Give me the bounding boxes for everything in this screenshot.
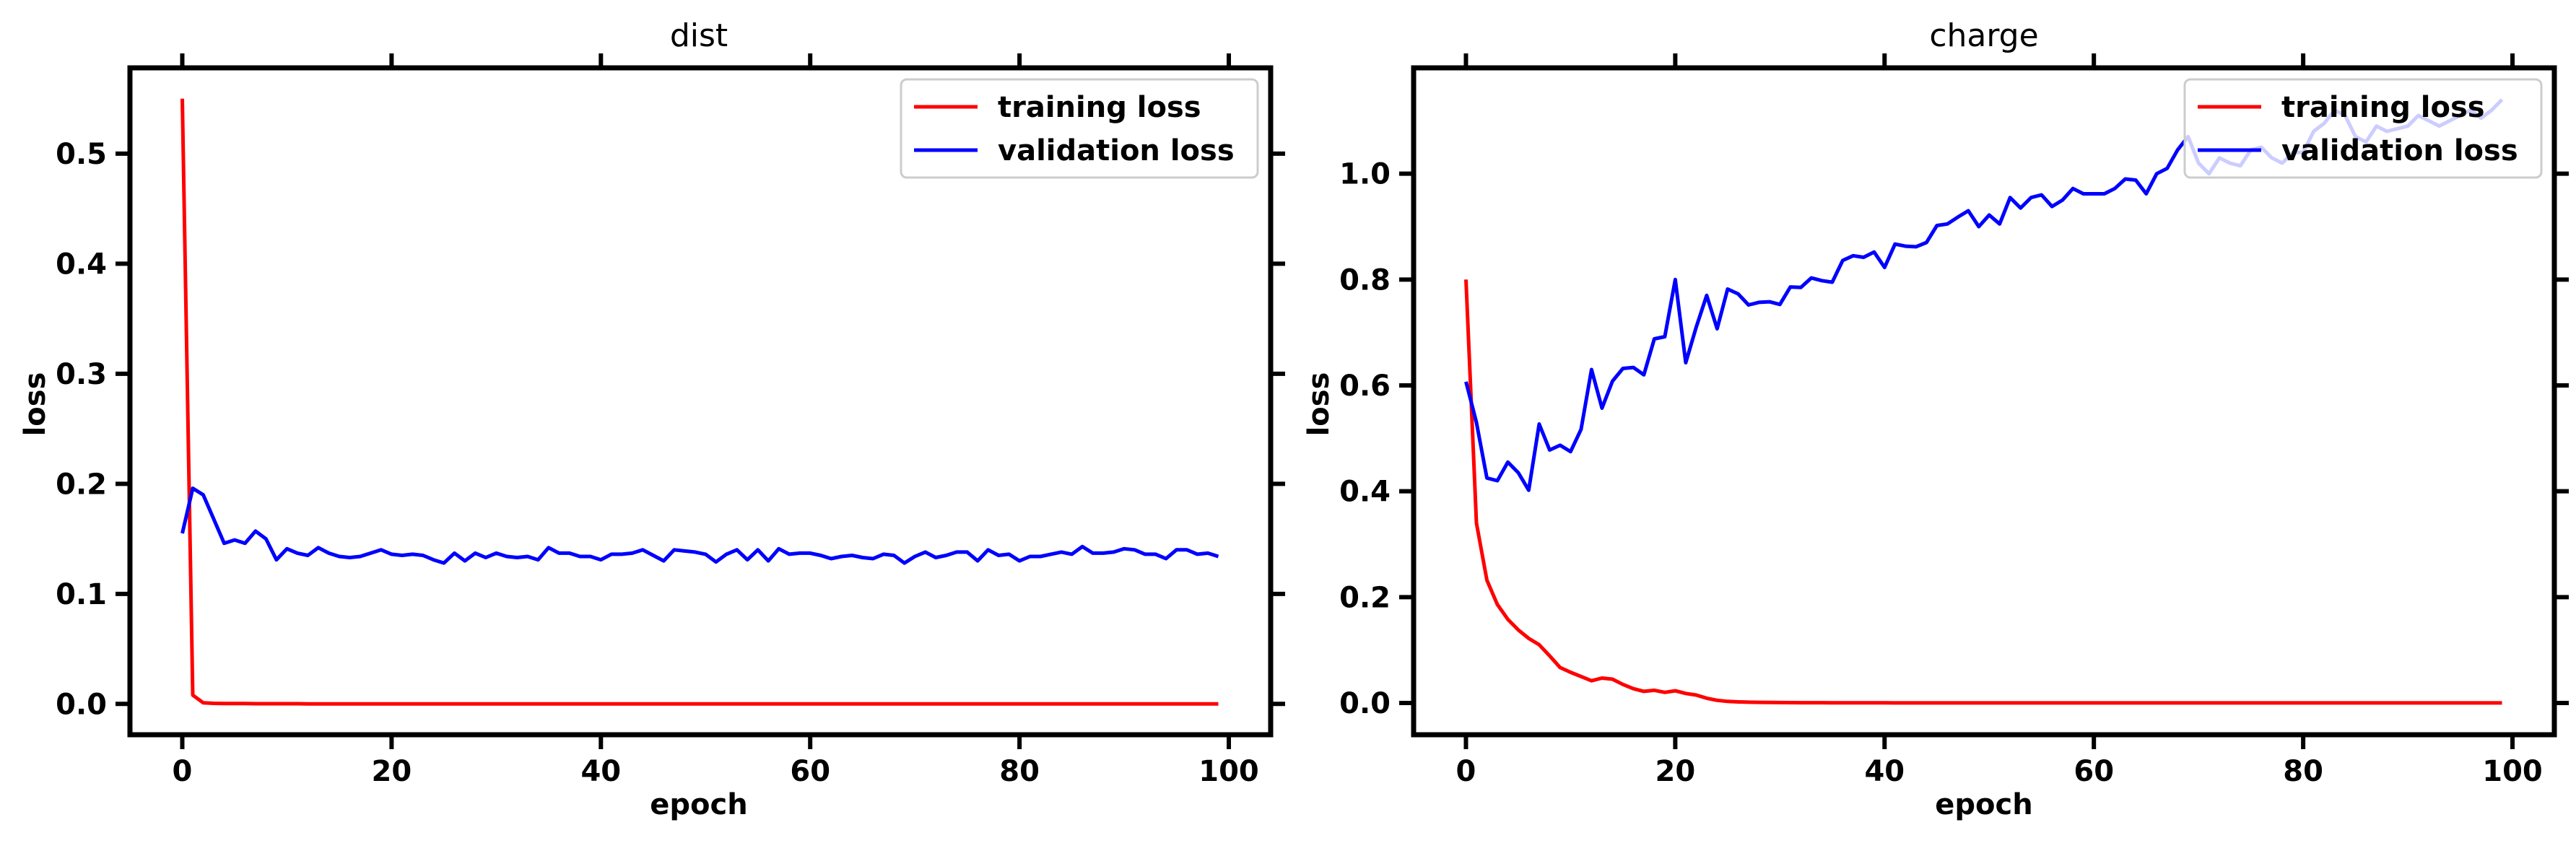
dist-legend-training-label: training loss bbox=[998, 91, 1201, 124]
charge-x-tick-label: 100 bbox=[2482, 755, 2543, 788]
dist-legend-validation-label: validation loss bbox=[998, 134, 1235, 167]
dist-legend: training loss validation loss bbox=[900, 78, 1259, 179]
dist-x-tick-label: 60 bbox=[790, 755, 830, 788]
dist-x-tick-label: 80 bbox=[999, 755, 1040, 788]
charge-x-tick-label: 40 bbox=[1864, 755, 1905, 788]
dist-legend-frame bbox=[900, 78, 1259, 179]
dist-y-tick-label: 0.1 bbox=[56, 578, 107, 611]
dist-y-tick-label: 0.5 bbox=[56, 138, 107, 171]
dist-y-tick-label: 0.0 bbox=[56, 688, 107, 721]
charge-x-tick-label: 20 bbox=[1655, 755, 1696, 788]
dist-x-tick-label: 0 bbox=[173, 755, 193, 788]
charge-legend-training-label: training loss bbox=[2281, 91, 2485, 124]
charge-y-tick-label: 0.4 bbox=[1339, 476, 1391, 509]
dist-x-tick-label: 100 bbox=[1198, 755, 1259, 788]
dist-y-tick-label: 0.4 bbox=[56, 248, 107, 281]
charge-chart-panel: charge epoch loss 0 20 40 60 80 1000.00.20.40… bbox=[1302, 17, 2569, 821]
charge-x-tick-label: 80 bbox=[2283, 755, 2323, 788]
dist-y-tick-label: 0.2 bbox=[56, 468, 107, 501]
charge-x-tick-label: 60 bbox=[2074, 755, 2114, 788]
dist-series-validation-line bbox=[180, 486, 1219, 565]
charge-axes-frame bbox=[1411, 65, 2557, 738]
charge-y-tick-label: 0.6 bbox=[1339, 370, 1391, 403]
dist-y-axis-label: loss bbox=[19, 372, 52, 437]
charge-y-tick-label: 1.0 bbox=[1339, 158, 1391, 191]
charge-y-tick-label: 0.2 bbox=[1339, 581, 1391, 614]
dist-plot-area: 0 20 40 60 80 100 0.0 0.1 0.2 0.3 0.4 0.5 bbox=[56, 53, 1285, 788]
charge-x-axis-label: epoch bbox=[1935, 788, 2032, 821]
dist-y-tick-label: 0.3 bbox=[56, 358, 107, 391]
charge-series-training-line bbox=[1464, 279, 2502, 705]
dist-x-tick-label: 40 bbox=[580, 755, 621, 788]
dist-x-tick-label: 20 bbox=[372, 755, 412, 788]
charge-legend-frame bbox=[2183, 78, 2543, 179]
charge-y-tick-label: 0.8 bbox=[1339, 263, 1391, 297]
dist-series-training-line bbox=[180, 98, 1219, 706]
charge-chart-title: charge bbox=[1929, 17, 2038, 54]
dist-x-axis-label: epoch bbox=[650, 788, 747, 821]
dist-chart-title: dist bbox=[670, 17, 728, 54]
charge-y-tick-label: 0.0 bbox=[1339, 687, 1391, 720]
charge-legend: training loss validation loss bbox=[2183, 78, 2543, 179]
charge-plot-area: 0 20 40 60 80 100 0.0 0.2 0.4 0.6 0.8 1.0 bbox=[1339, 53, 2569, 788]
charge-legend-validation-label: validation loss bbox=[2281, 134, 2518, 167]
charge-x-tick-label: 0 bbox=[1456, 755, 1476, 788]
dist-axes-frame bbox=[127, 65, 1274, 738]
charge-y-axis-label: loss bbox=[1302, 372, 1336, 437]
dist-chart-panel: dist epoch loss 0 20 40 60 80 100 0.0 0.1 0.2 0.3… bbox=[19, 17, 1285, 821]
